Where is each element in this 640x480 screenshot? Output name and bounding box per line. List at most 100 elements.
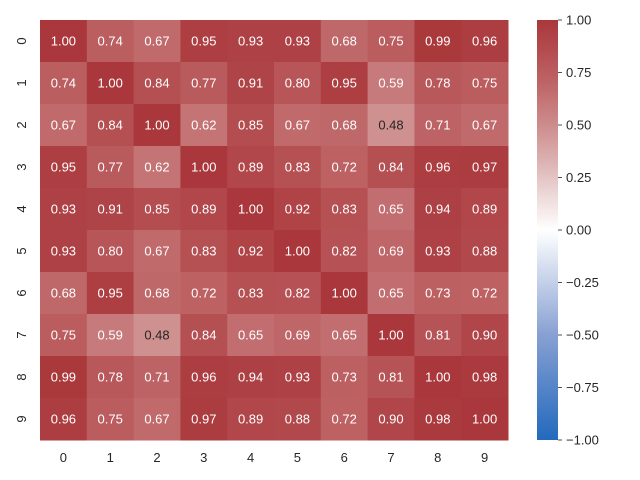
heatmap-cell: [320, 314, 369, 357]
cell-value-label: 0.67: [285, 118, 310, 133]
cell-value-label: 0.94: [238, 370, 263, 385]
cell-value-label: 0.68: [51, 286, 76, 301]
x-tick-label: 1: [107, 450, 114, 465]
cell-value-label: 0.68: [332, 34, 357, 49]
cell-value-label: 0.81: [378, 370, 403, 385]
y-tick-label: 3: [14, 163, 29, 170]
heatmap-cell: [461, 104, 509, 147]
heatmap-cell: [367, 20, 415, 63]
cell-value-label: 0.65: [378, 202, 403, 217]
heatmap-cell: [86, 314, 135, 357]
y-tick-label: 2: [14, 121, 29, 128]
cell-value-label: 0.88: [285, 412, 310, 427]
heatmap-cell: [40, 272, 88, 315]
cell-value-label: 0.95: [332, 76, 357, 91]
colorbar-tick-label: 0.00: [566, 223, 591, 238]
heatmap-cell: [274, 62, 322, 105]
heatmap-cell: [40, 188, 88, 231]
heatmap-cell: [227, 230, 275, 273]
cell-value-label: 0.72: [191, 286, 216, 301]
cell-value-label: 0.93: [238, 34, 263, 49]
heatmap-cell: [227, 314, 275, 357]
cell-value-label: 0.67: [144, 244, 169, 259]
x-tick-label: 7: [387, 450, 394, 465]
heatmap-cell: [414, 104, 462, 147]
cell-value-label: 0.92: [285, 202, 310, 217]
heatmap-cell: [461, 314, 509, 357]
heatmap-cell: [367, 230, 415, 273]
heatmap-cell: [86, 104, 135, 147]
cell-value-label: 0.99: [425, 34, 450, 49]
x-tick-label: 4: [247, 450, 254, 465]
cell-value-label: 0.80: [98, 244, 123, 259]
colorbar-tick-label: 0.25: [566, 170, 591, 185]
heatmap-cell: [320, 230, 369, 273]
heatmap-cell: [86, 146, 135, 189]
cell-value-label: 0.88: [472, 244, 497, 259]
cell-value-label: 0.48: [144, 328, 169, 343]
colorbar-tick-label: −0.75: [566, 380, 599, 395]
cell-value-label: 1.00: [378, 328, 403, 343]
cell-value-label: 0.71: [425, 118, 450, 133]
cell-value-label: 0.69: [285, 328, 310, 343]
cell-value-label: 0.96: [191, 370, 216, 385]
heatmap-cell: [367, 272, 415, 315]
heatmap-cell: [227, 20, 275, 63]
cell-value-label: 0.90: [378, 412, 403, 427]
heatmap-cell: [180, 104, 228, 147]
cell-value-label: 0.94: [425, 202, 450, 217]
cell-value-label: 1.00: [472, 412, 497, 427]
colorbar-tick-label: 0.50: [566, 118, 591, 133]
cell-value-label: 0.67: [472, 118, 497, 133]
heatmap-cell: [414, 314, 462, 357]
cell-value-label: 0.90: [472, 328, 497, 343]
cell-value-label: 0.83: [332, 202, 357, 217]
heatmap-cell: [180, 314, 228, 357]
heatmap-cells: 1.00 0.74 0.67 0.95 0.93 0.93 0.68 0.75 0.99 0.96…: [40, 20, 509, 441]
y-tick-label: 7: [14, 331, 29, 338]
heatmap-cell: [180, 272, 228, 315]
cell-value-label: 0.89: [472, 202, 497, 217]
heatmap-cell: [40, 104, 88, 147]
heatmap-cell: [461, 146, 509, 189]
cell-value-label: 0.68: [332, 118, 357, 133]
heatmap-cell: [133, 398, 181, 441]
heatmap-cell: [227, 356, 275, 399]
heatmap-cell: [320, 272, 369, 315]
heatmap-cell: [86, 188, 135, 231]
heatmap-cell: [414, 230, 462, 273]
heatmap-cell: [86, 272, 135, 315]
y-tick-label: 5: [14, 247, 29, 254]
heatmap-cell: [461, 356, 509, 399]
cell-value-label: 0.75: [51, 328, 76, 343]
heatmap-cell: [461, 62, 509, 105]
colorbar-tick-label: −1.00: [566, 433, 599, 448]
cell-value-label: 0.75: [98, 412, 123, 427]
x-tick-label: 9: [481, 450, 488, 465]
x-tick-label: 2: [153, 450, 160, 465]
heatmap-cell: [227, 398, 275, 441]
heatmap-cell: [40, 314, 88, 357]
heatmap-cell: [414, 398, 462, 441]
cell-value-label: 1.00: [332, 286, 357, 301]
cell-value-label: 0.84: [98, 118, 123, 133]
heatmap-cell: [414, 356, 462, 399]
heatmap-cell: [180, 146, 228, 189]
heatmap-cell: [461, 398, 509, 441]
heatmap-cell: [367, 356, 415, 399]
cell-value-label: 0.83: [285, 160, 310, 175]
cell-value-label: 0.68: [144, 286, 169, 301]
cell-value-label: 1.00: [51, 34, 76, 49]
cell-value-label: 0.75: [378, 34, 403, 49]
cell-value-label: 0.65: [378, 286, 403, 301]
heatmap-cell: [461, 188, 509, 231]
y-tick-label: 0: [14, 37, 29, 44]
cell-value-label: 0.78: [425, 76, 450, 91]
cell-value-label: 0.96: [51, 412, 76, 427]
cell-value-label: 0.93: [51, 244, 76, 259]
heatmap-cell: [180, 188, 228, 231]
cell-value-label: 0.59: [378, 76, 403, 91]
cell-value-label: 0.83: [191, 244, 216, 259]
cell-value-label: 0.81: [425, 328, 450, 343]
cell-value-label: 0.80: [285, 76, 310, 91]
